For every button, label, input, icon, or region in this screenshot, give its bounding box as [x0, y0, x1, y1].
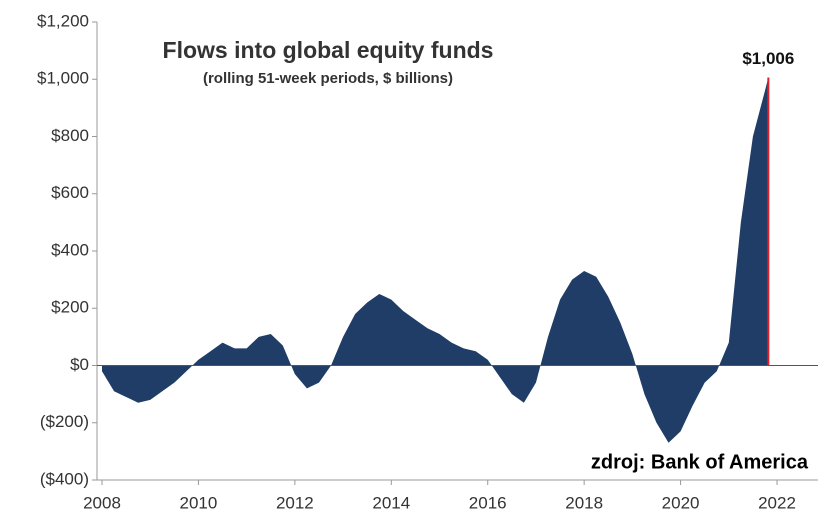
y-tick-label: $0	[70, 355, 89, 374]
x-tick-label: 2022	[758, 493, 796, 512]
source: zdroj: Bank of America	[591, 451, 809, 473]
x-tick-label: 2010	[180, 493, 218, 512]
y-tick-label: $200	[51, 298, 89, 317]
y-tick-label: $800	[51, 126, 89, 145]
y-tick-label: ($200)	[40, 412, 89, 431]
x-tick-label: 2016	[469, 493, 507, 512]
chart-subtitle: (rolling 51-week periods, $ billions)	[203, 70, 453, 87]
y-tick-label: $600	[51, 183, 89, 202]
chart-title: Flows into global equity funds	[163, 37, 494, 63]
area	[102, 77, 769, 443]
y-tick-label: $1,200	[37, 11, 89, 30]
x-tick-label: 2008	[83, 493, 121, 512]
x-tick-label: 2012	[276, 493, 314, 512]
y-tick-label: $1,000	[37, 69, 89, 88]
y-tick-label: $400	[51, 240, 89, 259]
x-tick-label: 2018	[565, 493, 603, 512]
x-tick-label: 2020	[662, 493, 700, 512]
y-tick-label: ($400)	[40, 469, 89, 488]
value-label: $1,006	[742, 49, 794, 68]
x-tick-label: 2014	[372, 493, 410, 512]
